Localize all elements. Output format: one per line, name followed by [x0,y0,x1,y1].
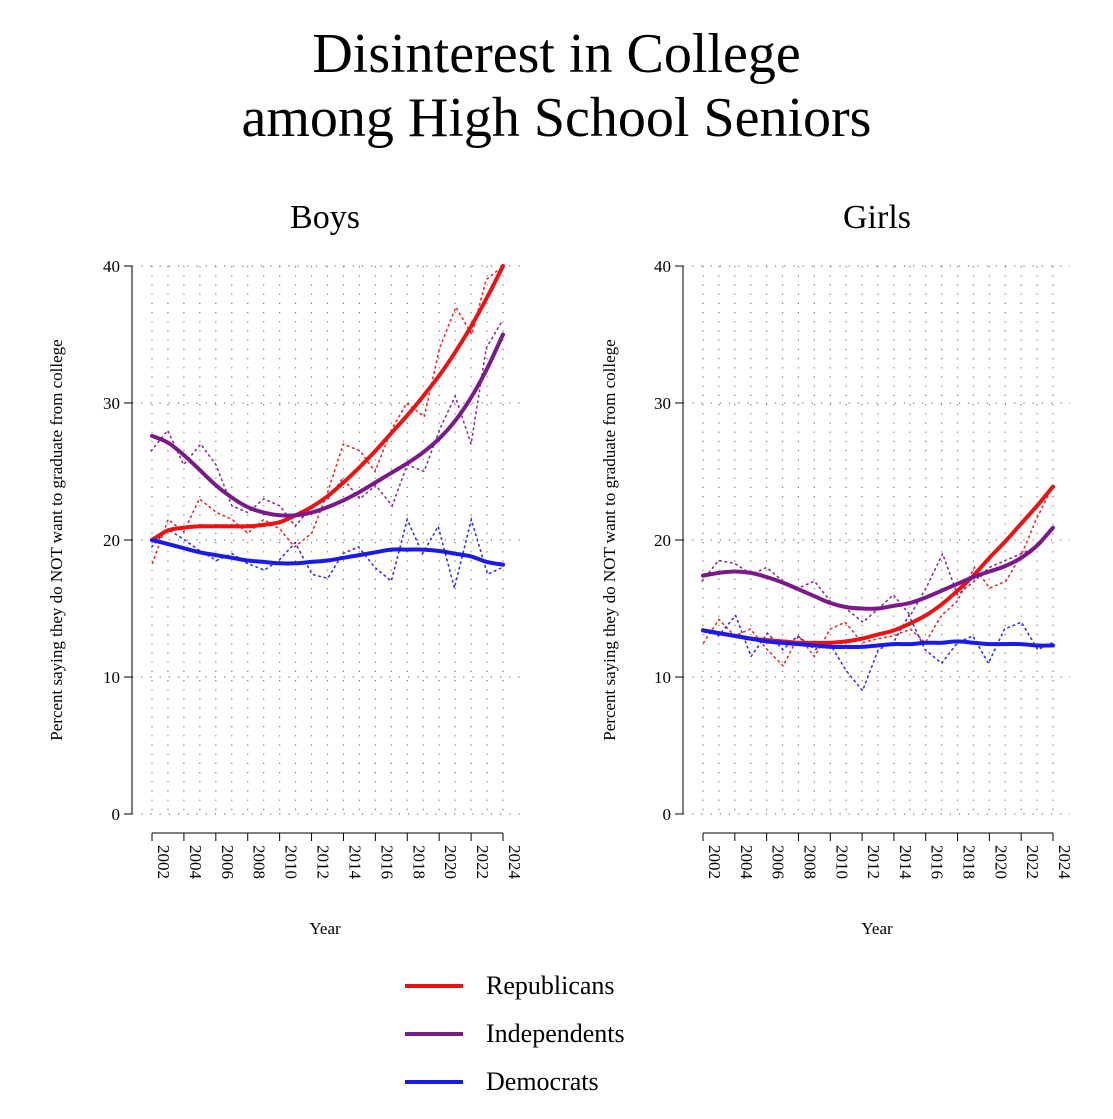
smoothed-line-independents [150,332,505,518]
panel-title: Boys [290,199,360,236]
legend-item-republicans: Republicans [405,962,625,1010]
x-tick-label: 2008 [800,845,819,879]
x-tick-label: 2020 [991,845,1010,879]
x-tick-label: 2016 [377,845,396,879]
panel-boys: Boys 0 10 20 30 40 2002 2004 2006 2008 2010 2012 201… [47,199,524,938]
x-tick-label: 2004 [737,845,756,880]
legend-swatch-independents [405,1032,463,1036]
x-tick-label: 2022 [473,845,492,879]
observed-line-independents [150,320,503,528]
x-tick-label: 2024 [505,845,524,880]
y-tick-label: 30 [654,394,671,413]
y-tick-label: 10 [654,668,671,687]
x-tick-label: 2024 [1055,845,1074,880]
smoothed-line-republicans [701,484,1055,645]
observed-line-republicans [151,265,505,565]
y-axis-label: Percent saying they do NOT want to gradu… [47,339,66,740]
legend-item-independents: Independents [405,1010,625,1058]
legend-swatch-democrats [405,1080,463,1084]
legend-label-independents: Independents [486,1019,625,1048]
x-tick-label: 2004 [186,845,205,880]
smoothed-line-republicans [150,264,505,542]
y-axis-label: Percent saying they do NOT want to gradu… [600,339,619,740]
panel-title: Girls [843,199,911,236]
x-tick-label: 2010 [282,845,301,879]
smoothed-line-independents [701,525,1055,611]
x-tick-label: 2018 [960,845,979,879]
x-tick-label: 2014 [896,845,915,880]
smoothed-line-democrats [150,538,505,567]
legend-swatch-republicans [405,984,463,988]
x-axis-label: Year [309,919,341,938]
observed-line-republicans [702,484,1055,668]
y-tick-label: 10 [103,668,120,687]
y-tick-label: 30 [103,394,120,413]
chart-title: Disinterest in College among High School… [0,22,1113,150]
legend-label-republicans: Republicans [486,971,615,1000]
x-tick-label: 2002 [705,845,724,879]
x-tick-label: 2012 [864,845,883,879]
x-tick-label: 2012 [314,845,333,879]
x-tick-label: 2020 [441,845,460,879]
x-tick-label: 2006 [769,845,788,879]
panel-girls: Girls 0 10 20 30 40 2002 2004 2006 2008 2010 2012 20… [600,199,1074,938]
y-tick-label: 0 [663,805,672,824]
legend: Republicans Independents Democrats [405,962,625,1106]
chart-title-line-1: Disinterest in College [312,23,801,85]
x-tick-label: 2010 [832,845,851,879]
x-tick-label: 2016 [928,845,947,879]
x-tick-label: 2002 [154,845,173,879]
y-tick-label: 20 [654,531,671,550]
legend-label-democrats: Democrats [486,1067,599,1096]
y-tick-label: 0 [112,805,121,824]
y-tick-label: 40 [103,257,120,276]
x-tick-label: 2006 [218,845,237,879]
y-tick-label: 40 [654,257,671,276]
smoothed-line-democrats [701,628,1055,649]
legend-item-democrats: Democrats [405,1058,625,1106]
chart-title-line-2: among High School Seniors [241,87,872,149]
x-axis-label: Year [861,919,893,938]
y-tick-label: 20 [103,531,120,550]
x-tick-label: 2008 [250,845,269,879]
x-tick-label: 2018 [409,845,428,879]
x-tick-label: 2014 [345,845,364,880]
x-tick-label: 2022 [1023,845,1042,879]
